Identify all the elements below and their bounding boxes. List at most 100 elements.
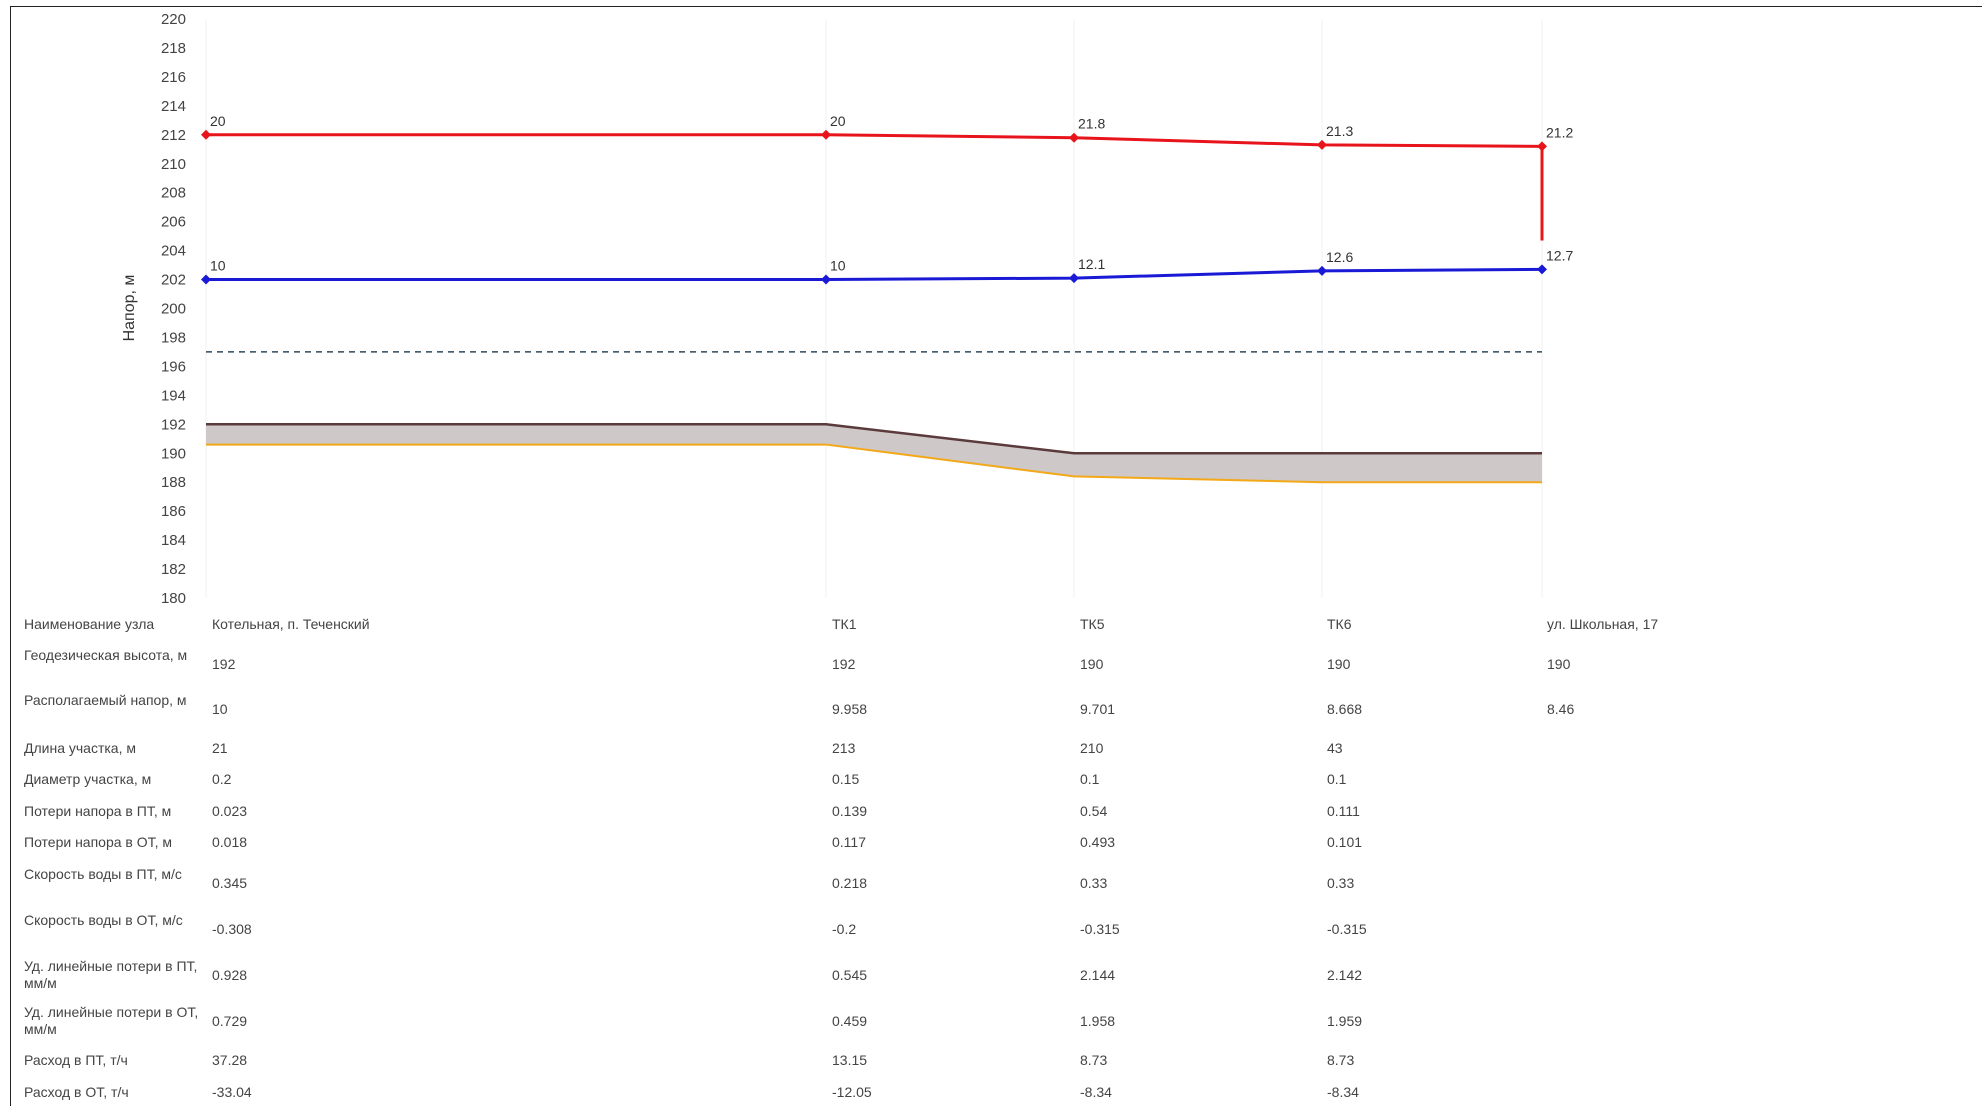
table-row-label: Уд. линейные потери в ОТ, мм/м — [24, 1004, 199, 1037]
table-row-label: Уд. линейные потери в ПТ, мм/м — [24, 958, 198, 991]
table-cell: -33.04 — [212, 1084, 252, 1100]
y-tick-label-14: 208 — [161, 185, 186, 202]
table-cell: 2.144 — [1080, 967, 1116, 983]
table-row-label: Скорость воды в ОТ, м/с — [24, 912, 183, 928]
table-cell: 13.15 — [832, 1052, 868, 1068]
table-cell: 0.139 — [832, 803, 868, 819]
table-cell: 0.1 — [1327, 771, 1347, 787]
table-cell: -8.34 — [1080, 1084, 1112, 1100]
y-tick-label-11: 202 — [161, 272, 186, 289]
table-cell: ул. Школьная, 17 — [1547, 616, 1659, 632]
series-1-point-0 — [201, 274, 211, 285]
table-cell: -12.05 — [832, 1084, 872, 1100]
series-1-data-label-2: 12.1 — [1078, 256, 1105, 272]
y-tick-label-13: 206 — [161, 214, 186, 231]
table-cell: 190 — [1547, 656, 1571, 672]
y-tick-label-3: 186 — [161, 503, 186, 520]
series-1-data-label-1: 10 — [830, 258, 846, 274]
series-1-point-3 — [1317, 265, 1327, 276]
series-1-point-4 — [1537, 264, 1547, 275]
series-0-point-1 — [821, 129, 831, 140]
table-cell: -8.34 — [1327, 1084, 1359, 1100]
table-cell: 0.459 — [832, 1013, 868, 1029]
ground-band — [206, 424, 1542, 483]
table-row-label: Потери напора в ПТ, м — [24, 803, 172, 819]
y-axis-label: Напор, м — [121, 275, 138, 342]
table-cell: 0.218 — [832, 875, 868, 891]
table-row-label: Расход в ОТ, т/ч — [24, 1084, 129, 1100]
y-tick-label-6: 192 — [161, 416, 186, 433]
y-tick-label-4: 188 — [161, 474, 186, 491]
table-cell: 210 — [1080, 740, 1104, 756]
table-cell: 8.73 — [1080, 1052, 1108, 1068]
series-0-point-2 — [1069, 132, 1079, 143]
series-0-point-0 — [201, 129, 211, 140]
table-row-label: Потери напора в ОТ, м — [24, 834, 173, 850]
series-1-point-1 — [821, 274, 831, 285]
y-tick-label-7: 194 — [161, 387, 186, 404]
y-tick-label-9: 198 — [161, 329, 186, 346]
table-cell: 2.142 — [1327, 967, 1363, 983]
table-cell: 192 — [212, 656, 236, 672]
table-cell: 192 — [832, 656, 856, 672]
table-cell: 0.018 — [212, 834, 248, 850]
y-tick-label-1: 182 — [161, 561, 186, 578]
series-0-data-label-0: 20 — [210, 113, 226, 129]
table-cell: -0.315 — [1080, 921, 1120, 937]
head-profile-chart: 180 182 184 186 188 190 192 194 196 198 200 202 204 2… — [121, 11, 1573, 607]
table-row-label: Диаметр участка, м — [24, 771, 152, 787]
series-1-data-label-3: 12.6 — [1326, 249, 1353, 265]
series-1-data-label-0: 10 — [210, 258, 226, 274]
series-0-data-label-2: 21.8 — [1078, 116, 1105, 132]
series-0-point-4 — [1537, 141, 1547, 152]
table-cell: 21 — [212, 740, 228, 756]
table-cell: 9.958 — [832, 701, 868, 717]
table-cell: 213 — [832, 740, 856, 756]
series-line-1 — [206, 267, 1543, 282]
table-cell: -0.315 — [1327, 921, 1367, 937]
table-cell: 0.117 — [832, 834, 866, 850]
y-tick-label-20: 220 — [161, 11, 186, 28]
y-tick-label-8: 196 — [161, 358, 186, 375]
y-tick-label-2: 184 — [161, 532, 186, 549]
table-cell: 0.111 — [1327, 803, 1360, 819]
table-cell: 0.493 — [1080, 834, 1116, 850]
series-0-data-label-3: 21.3 — [1326, 123, 1353, 139]
y-tick-label-5: 190 — [161, 445, 186, 462]
y-tick-label-0: 180 — [161, 590, 186, 607]
table-row-label: Располагаемый напор, м — [24, 692, 187, 708]
table-row-label: Геодезическая высота, м — [24, 647, 188, 663]
table-cell: 0.33 — [1327, 875, 1355, 891]
y-tick-label-16: 212 — [161, 127, 186, 144]
table-cell: 190 — [1327, 656, 1351, 672]
table-cell: 0.023 — [212, 803, 248, 819]
table-cell: ТК5 — [1080, 616, 1105, 632]
table-cell: 0.54 — [1080, 803, 1108, 819]
table-cell: 0.729 — [212, 1013, 248, 1029]
table-cell: -0.2 — [832, 921, 857, 937]
table-cell: -0.308 — [212, 921, 252, 937]
y-tick-label-12: 204 — [161, 243, 186, 260]
table-cell: 0.101 — [1327, 834, 1363, 850]
table-cell: 43 — [1327, 740, 1343, 756]
y-tick-label-17: 214 — [161, 98, 186, 115]
table-row-label: Скорость воды в ПТ, м/с — [24, 866, 182, 882]
table-cell: 0.928 — [212, 967, 248, 983]
table-cell: 190 — [1080, 656, 1104, 672]
table-cell: ТК1 — [832, 616, 857, 632]
series-1-point-2 — [1069, 273, 1079, 284]
table-cell: 0.33 — [1080, 875, 1108, 891]
table-cell: 8.668 — [1327, 701, 1363, 717]
table-cell: 0.2 — [212, 771, 232, 787]
series-0-data-label-4: 21.2 — [1546, 124, 1573, 140]
table-cell: 0.545 — [832, 967, 868, 983]
ground-top-line — [206, 423, 1542, 455]
chart-frame — [10, 6, 1982, 1106]
y-tick-label-10: 200 — [161, 301, 186, 318]
series-0-point-3 — [1317, 139, 1327, 150]
table-cell: 0.15 — [832, 771, 860, 787]
table-cell: 10 — [212, 701, 228, 717]
table-cell: 0.1 — [1080, 771, 1100, 787]
table-cell: 1.958 — [1080, 1013, 1116, 1029]
ground-bottom-line — [206, 443, 1542, 484]
